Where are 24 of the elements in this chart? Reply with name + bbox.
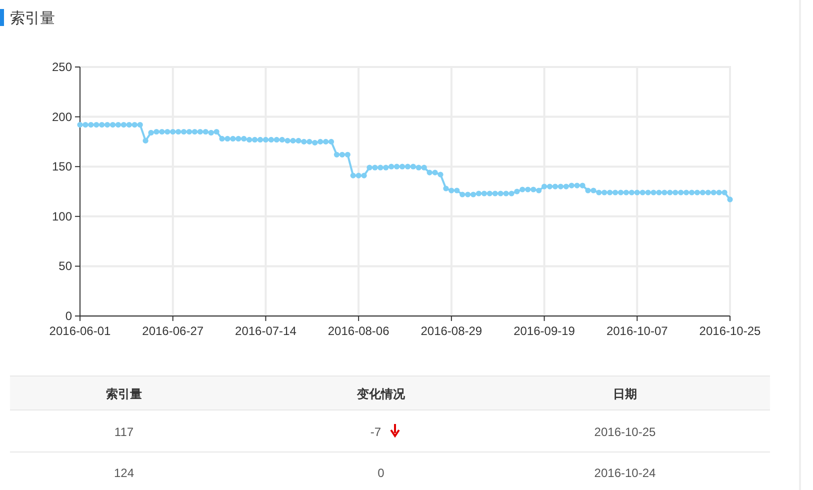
text: 124 <box>114 466 134 480</box>
text: 0 <box>378 466 385 480</box>
text: 2016-10-25 <box>594 425 656 439</box>
y-tick-label: 150 <box>52 160 72 174</box>
x-tick-label: 2016-09-19 <box>514 324 576 338</box>
x-tick-label: 2016-07-14 <box>235 324 297 338</box>
y-tick-label: 250 <box>52 60 72 74</box>
text: 日期 <box>613 387 637 401</box>
text: 变化情况 <box>356 387 406 401</box>
y-tick-label: 50 <box>58 259 72 274</box>
text: 2016-10-24 <box>594 466 656 480</box>
chart-title: 索引量 <box>10 10 55 27</box>
x-tick-label: 2016-08-06 <box>328 324 390 338</box>
x-tick-label: 2016-06-01 <box>49 324 112 338</box>
text: 117 <box>114 425 134 439</box>
x-tick-label: 2016-10-25 <box>699 324 762 338</box>
x-tick-label: 2016-08-29 <box>420 324 482 338</box>
y-tick-label: 0 <box>65 309 72 323</box>
y-tick-label: 200 <box>52 110 72 124</box>
y-tick-label: 100 <box>52 209 72 224</box>
x-tick-label: 2016-06-27 <box>142 324 204 338</box>
x-tick-label: 2016-10-07 <box>606 324 668 338</box>
text: -7 <box>370 425 382 439</box>
text: 索引量 <box>106 387 142 401</box>
